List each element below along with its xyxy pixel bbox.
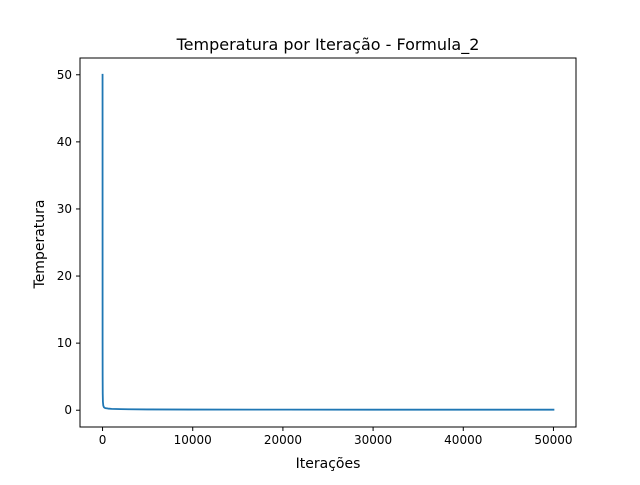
y-tick-label-20: 20	[57, 269, 72, 283]
y-tick-label-10: 10	[57, 336, 72, 350]
y-tick-label-40: 40	[57, 135, 72, 149]
x-tick-label-40000: 40000	[444, 433, 482, 447]
x-tick-label-20000: 20000	[264, 433, 302, 447]
x-tick-label-30000: 30000	[354, 433, 392, 447]
x-axis-label: Iterações	[296, 456, 361, 472]
y-tick-label-50: 50	[57, 68, 72, 82]
axes-frame	[79, 57, 577, 428]
plot-area: 0 10000 20000 30000 40000 50000 0 10 20 30 40 50	[57, 57, 577, 447]
x-tick-label-10000: 10000	[174, 433, 212, 447]
y-tick-label-0: 0	[64, 403, 72, 417]
x-tick-label-0: 0	[99, 433, 107, 447]
series-line-0	[101, 73, 555, 411]
chart-title: Temperatura por Iteração - Formula_2	[176, 35, 480, 55]
x-tick-label-50000: 50000	[534, 433, 572, 447]
y-tick-label-30: 30	[57, 202, 72, 216]
y-axis-label: Temperatura	[32, 200, 48, 290]
